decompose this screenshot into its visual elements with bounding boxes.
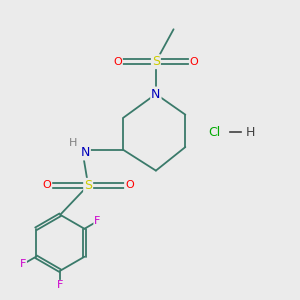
Text: F: F bbox=[57, 280, 63, 290]
Text: O: O bbox=[113, 57, 122, 67]
Text: H: H bbox=[69, 138, 78, 148]
Text: O: O bbox=[43, 180, 51, 190]
Text: O: O bbox=[190, 57, 199, 67]
Text: Cl: Cl bbox=[209, 126, 221, 139]
Text: F: F bbox=[94, 216, 101, 226]
Text: F: F bbox=[20, 259, 26, 269]
Text: S: S bbox=[152, 55, 160, 68]
Text: H: H bbox=[245, 126, 255, 139]
Text: N: N bbox=[80, 146, 90, 159]
Text: O: O bbox=[125, 180, 134, 190]
Text: N: N bbox=[151, 88, 160, 100]
Text: S: S bbox=[84, 179, 92, 192]
